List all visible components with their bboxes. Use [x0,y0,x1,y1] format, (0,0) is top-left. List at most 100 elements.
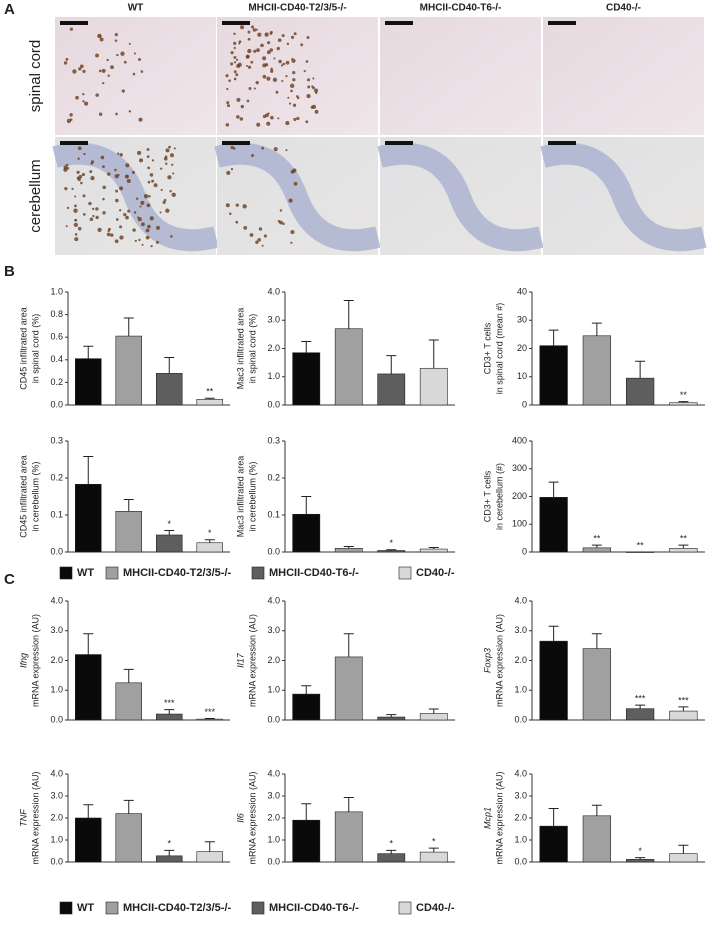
y-axis-label: in spinal cord (%) [30,314,40,384]
y-tick-label: 4.0 [50,595,63,605]
stain-dot [236,97,241,102]
y-axis-label: Mcp1 [482,807,492,829]
bar [334,656,363,721]
stain-dot [235,203,239,207]
error-bar [83,456,94,485]
stain-dot [159,211,162,214]
error-bar [548,808,559,827]
stain-dot [133,52,136,55]
bar [334,547,363,553]
stain-dot [90,176,95,181]
stain-dot [226,87,229,91]
stain-dot [84,101,89,106]
bar [419,367,448,406]
stain-dot [233,61,237,64]
stain-dot [134,239,137,243]
stain-dot [260,43,264,48]
y-axis-label: Il6 [235,813,245,823]
column-header: WT [128,3,144,14]
stain-dot [169,190,172,193]
stain-dot [291,57,294,61]
stain-dot [290,241,293,244]
stain-dot [92,207,95,211]
stain-dot [236,115,240,119]
stain-dot [253,49,257,53]
stain-dot [167,175,172,180]
scale-bar [548,21,576,25]
stain-dot [266,121,271,126]
stain-dot [127,209,131,213]
y-tick-label: 200 [512,491,527,501]
stain-dot [226,170,231,175]
stain-dot [146,203,151,208]
stain-dot [288,102,292,105]
stain-dot [107,74,110,77]
stain-dot [128,110,131,113]
tissue-layer [52,142,219,252]
stain-dot [230,145,234,150]
panel-label: B [4,263,15,280]
stain-dot [225,203,230,208]
stain-dot [139,205,142,208]
bar [196,718,224,721]
stain-dot [69,113,73,117]
error-bar [83,345,94,359]
stain-dot [273,147,278,152]
stain-dot [285,149,288,152]
y-tick-label: 2.0 [267,655,280,665]
stain-dot [74,237,79,242]
y-tick-label: 1.0 [267,834,280,844]
stain-dot [233,70,237,74]
stain-dot [277,38,282,43]
stain-dot [147,224,151,229]
error-bar [164,709,175,715]
bar [74,483,102,553]
stain-dot [89,170,93,174]
y-tick-label: 0 [522,546,527,556]
stain-dot [146,155,150,158]
stain-dot [165,162,168,165]
stain-dot [296,116,300,121]
stain-dot [290,229,295,235]
y-tick-label: 4.0 [514,595,527,605]
scale-bar [60,21,88,25]
stain-dot [261,244,264,247]
y-tick-label: 2.0 [514,655,527,665]
stain-dot [131,170,135,174]
y-tick-label: 40 [517,286,527,296]
bar [669,548,698,553]
stain-dot [82,93,85,96]
error-bar [428,847,439,853]
stain-dot [292,78,296,82]
stain-dot [102,197,105,201]
stain-dot [163,156,168,161]
tissue-layer [377,142,544,252]
stain-dot [226,104,231,108]
bar [115,510,143,553]
y-tick-label: 0.1 [267,509,280,519]
stain-dot [106,232,111,237]
stain-dot [145,235,150,240]
y-tick-label: 0.0 [267,856,280,866]
stain-dot [230,51,234,55]
stain-dot [150,244,153,248]
stain-dot [277,117,280,120]
stain-dot [257,238,261,242]
stain-dot [252,28,257,32]
stain-dot [123,212,127,217]
stain-dot [238,40,242,44]
scale-bar [548,141,576,145]
stain-dot [100,155,105,160]
error-bar [428,708,439,714]
stain-dot [155,240,159,244]
y-tick-label: 0.3 [267,435,280,445]
error-bar [343,797,354,812]
bar [377,716,406,721]
stain-dot [149,216,154,221]
bar [292,513,321,553]
column-header: MHCII-CD40-T2/3/5-/- [248,3,346,14]
stain-dot [247,48,252,54]
bar [539,640,568,721]
stain-dot [288,198,293,203]
